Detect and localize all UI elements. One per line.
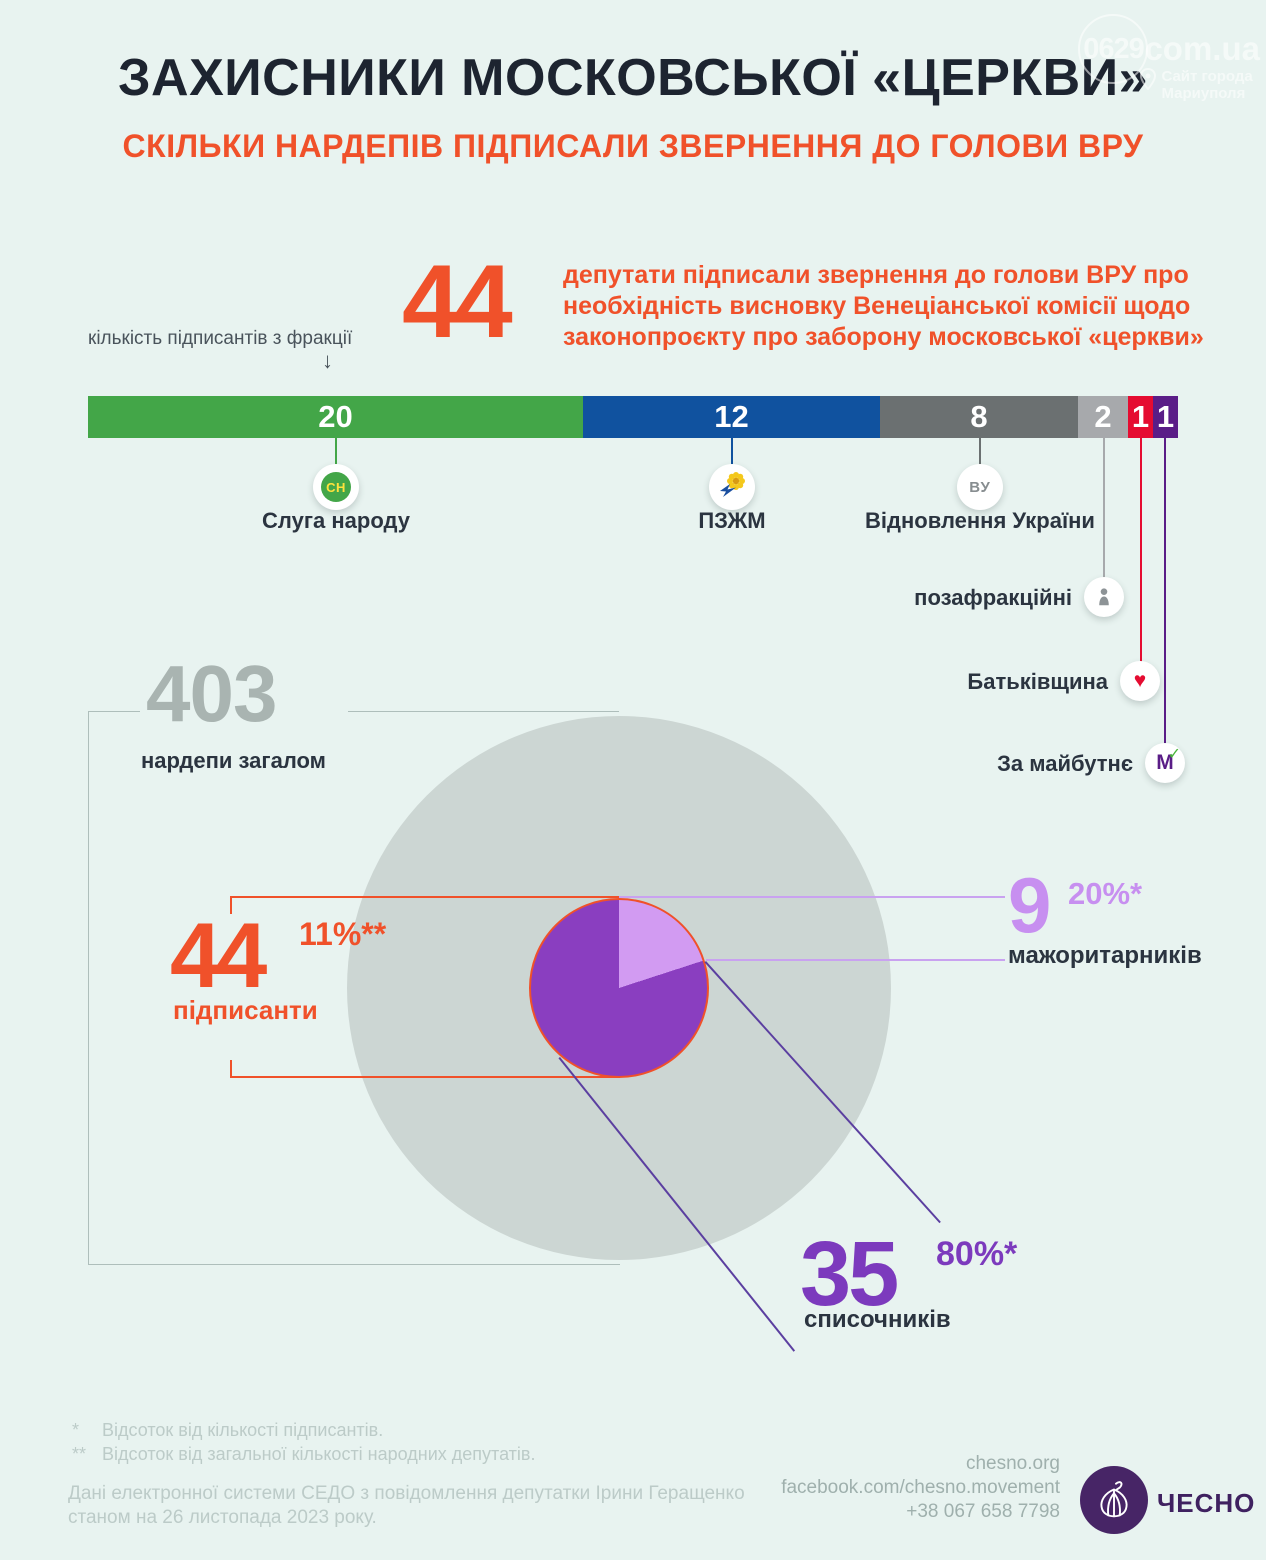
connector-line-za-maibutnie xyxy=(1164,438,1166,744)
watermark-city-lines: Сайт города Мариуполя xyxy=(1161,68,1252,102)
flower-bird-graphic xyxy=(720,472,745,497)
person-icon xyxy=(1084,577,1124,617)
chesno-garlic-logo-icon xyxy=(1080,1466,1148,1534)
stacked-bar-chart: 20 12 8 2 1 1 xyxy=(88,396,1178,438)
total-bracket-top-right xyxy=(348,711,619,712)
lead-number: 44 xyxy=(402,244,513,360)
source-line-2: станом на 26 листопада 2023 року. xyxy=(68,1507,377,1528)
party-label-pzzhm: ПЗЖМ xyxy=(698,508,766,533)
vidnovlennia-icon: ВУ xyxy=(957,464,1003,510)
watermark-number-circle: 0629 xyxy=(1078,14,1149,84)
bar-value: 8 xyxy=(970,399,988,434)
bar-value: 2 xyxy=(1094,399,1112,434)
list-percent: 80%* xyxy=(936,1235,1018,1273)
total-deputies-label: нардепи загалом xyxy=(141,748,326,773)
bar-segment-za-maibutnie: 1 xyxy=(1153,396,1178,438)
contact-phone: +38 067 658 7798 xyxy=(906,1501,1060,1522)
majority-percent: 20%* xyxy=(1068,876,1143,911)
map-pin-icon xyxy=(1140,68,1157,90)
za-maibutnie-icon: М ✓ xyxy=(1145,743,1185,783)
watermark-domain-row: 0629 com.ua xyxy=(1078,14,1260,84)
bar-segment-batkivshchyna: 1 xyxy=(1128,396,1153,438)
sn-badge: СН xyxy=(321,472,351,502)
person-glyph xyxy=(1099,588,1109,606)
heart-icon: ♥ xyxy=(1120,661,1160,701)
bar-segment-vidnovlennia: 8 xyxy=(880,396,1078,438)
connector-line-sluha xyxy=(335,438,337,465)
contact-facebook: facebook.com/chesno.movement xyxy=(781,1477,1060,1498)
watermark: 0629 com.ua Сайт города Мариуполя xyxy=(1078,14,1260,102)
footnote-2-marker: ** xyxy=(72,1444,87,1464)
list-label: списочників xyxy=(804,1306,951,1333)
bar-value: 1 xyxy=(1131,399,1150,434)
contact-site: chesno.org xyxy=(965,1453,1060,1474)
list-number: 35 xyxy=(800,1223,899,1325)
down-arrow-icon: ↓ xyxy=(322,348,333,373)
footnote-1-text: Відсоток від кількості підписантів. xyxy=(102,1420,384,1440)
signers-leader-line-bottom xyxy=(230,1076,620,1078)
sluha-narodu-icon: СН xyxy=(313,464,359,510)
total-deputies-number: 403 xyxy=(146,649,277,738)
connector-line-pozafraktsiini xyxy=(1103,438,1105,578)
signers-leader-tick-bottom xyxy=(230,1060,232,1078)
chesno-wordmark: ЧЕСНО xyxy=(1157,1488,1256,1518)
majority-number: 9 xyxy=(1008,861,1052,949)
source-line-1: Дані електронної системи СЕДО з повідомл… xyxy=(68,1483,745,1504)
signers-pie-chart xyxy=(529,898,709,1078)
watermark-domain: com.ua xyxy=(1144,30,1260,67)
signers-leader-tick-top xyxy=(230,896,232,914)
majority-leader-line-top xyxy=(619,896,1005,898)
party-label-vidnovlennia: Відновлення України xyxy=(865,508,1095,533)
page-subtitle: СКІЛЬКИ НАРДЕПІВ ПІДПИСАЛИ ЗВЕРНЕННЯ ДО … xyxy=(122,128,1144,164)
connector-line-batkivshchyna xyxy=(1140,438,1142,662)
bar-value: 1 xyxy=(1156,399,1175,434)
party-label-za-maibutnie: За майбутнє xyxy=(997,751,1133,776)
party-label-pozafraktsiini: позафракційні xyxy=(914,585,1072,610)
bar-segment-sluha-narodu: 20 xyxy=(88,396,583,438)
bar-segment-pzzhm: 12 xyxy=(583,396,880,438)
total-bracket-top-left xyxy=(88,711,140,712)
lead-line-1: депутати підписали звернення до голови В… xyxy=(563,261,1189,289)
signers-percent: 11%** xyxy=(299,916,387,952)
page-title: ЗАХИСНИКИ МОСКОВСЬКОЇ «ЦЕРКВИ» xyxy=(117,49,1149,107)
bar-value: 20 xyxy=(318,399,353,434)
footnote-1-marker: * xyxy=(72,1420,80,1440)
connector-line-vidnovlennia xyxy=(979,438,981,465)
bar-segment-pozafraktsiini: 2 xyxy=(1078,396,1128,438)
connector-line-pzzhm xyxy=(731,438,733,465)
garlic-glyph xyxy=(1100,1481,1128,1518)
zm-letter: М xyxy=(1156,751,1174,774)
pzzhm-flower-icon xyxy=(709,464,755,510)
majority-label: мажоритарників xyxy=(1008,942,1202,969)
lead-line-2: необхідність висновку Венеціанської комі… xyxy=(563,292,1191,320)
bar-caption: кількість підписантів з фракції xyxy=(88,328,353,349)
lead-line-3: законопроєкту про заборону московської «… xyxy=(563,323,1204,351)
signers-label: підписанти xyxy=(173,995,318,1025)
party-label-sluha: Слуга народу xyxy=(262,508,410,533)
contacts-block: chesno.org facebook.com/chesno.movement … xyxy=(781,1452,1060,1524)
signers-leader-line-top xyxy=(230,896,620,898)
party-label-batkivshchyna: Батьківщина xyxy=(967,669,1108,694)
watermark-subtitle: Сайт города Мариуполя xyxy=(1140,68,1260,102)
watermark-line1: Сайт города xyxy=(1161,68,1253,85)
lead-description: депутати підписали звернення до голови В… xyxy=(563,260,1204,353)
bar-value: 12 xyxy=(714,399,749,434)
watermark-line2: Мариуполя xyxy=(1161,85,1246,102)
majority-leader-line-mid xyxy=(706,959,1005,961)
check-icon: ✓ xyxy=(1167,746,1181,763)
total-bracket xyxy=(88,711,620,1265)
footnote-2-text: Відсоток від загальної кількості народни… xyxy=(102,1444,536,1464)
signers-number: 44 xyxy=(170,905,267,1007)
